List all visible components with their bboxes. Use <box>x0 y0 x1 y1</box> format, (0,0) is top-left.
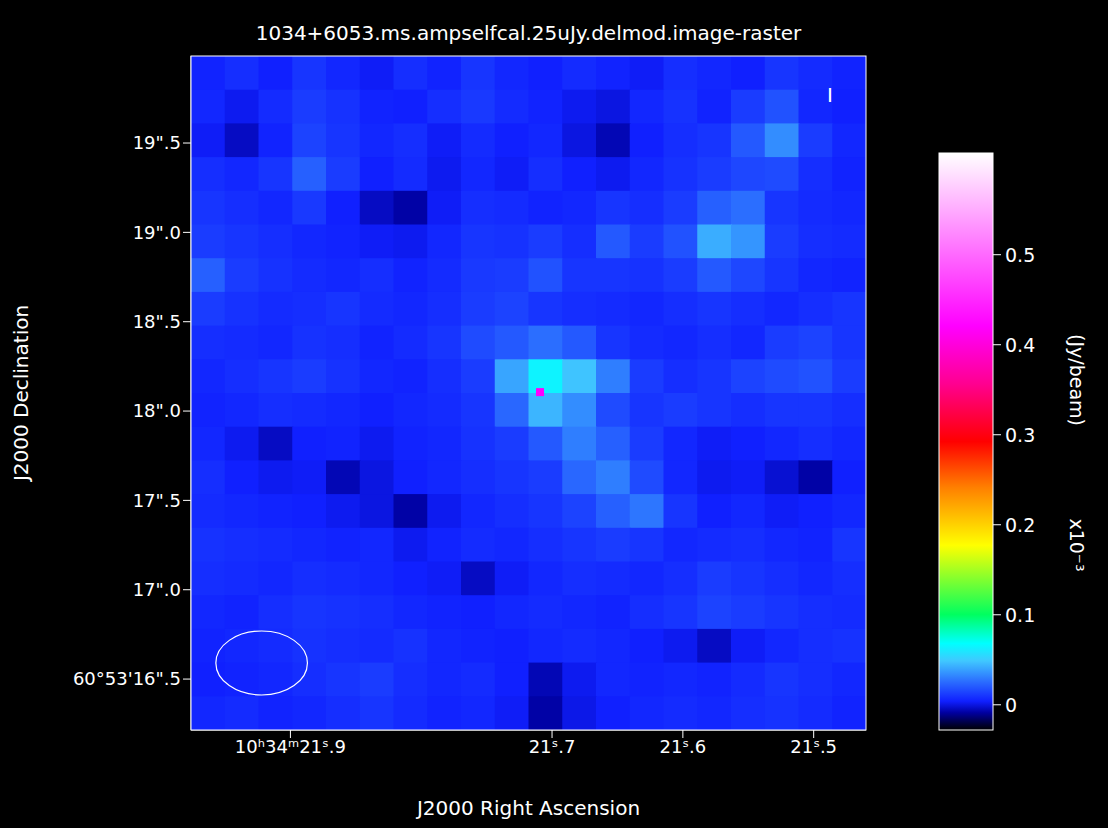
svg-text:0.4: 0.4 <box>1005 334 1035 356</box>
svg-text:(Jy/beam): (Jy/beam) <box>1066 334 1088 426</box>
svg-text:21ˢ.6: 21ˢ.6 <box>659 736 706 757</box>
svg-text:21ˢ.7: 21ˢ.7 <box>529 736 576 757</box>
svg-text:19".0: 19".0 <box>133 222 181 243</box>
svg-text:I: I <box>827 83 833 107</box>
svg-text:17".0: 17".0 <box>133 579 181 600</box>
svg-text:18".0: 18".0 <box>133 400 181 421</box>
svg-text:J2000 Right Ascension: J2000 Right Ascension <box>415 796 640 820</box>
svg-text:10ʰ34ᵐ21ˢ.9: 10ʰ34ᵐ21ˢ.9 <box>235 736 346 757</box>
svg-text:17".5: 17".5 <box>133 490 181 511</box>
svg-text:x10⁻³: x10⁻³ <box>1066 518 1088 571</box>
svg-text:1034+6053.ms.ampselfcal.25uJy.: 1034+6053.ms.ampselfcal.25uJy.delmod.ima… <box>256 21 802 45</box>
svg-text:0.1: 0.1 <box>1005 604 1035 626</box>
svg-text:0: 0 <box>1005 694 1017 716</box>
svg-text:18".5: 18".5 <box>133 311 181 332</box>
svg-text:0.3: 0.3 <box>1005 424 1035 446</box>
svg-text:60°53'16".5: 60°53'16".5 <box>73 668 181 689</box>
svg-text:0.2: 0.2 <box>1005 514 1035 536</box>
svg-text:J2000 Declination: J2000 Declination <box>9 305 33 483</box>
svg-text:19".5: 19".5 <box>133 132 181 153</box>
svg-text:0.5: 0.5 <box>1005 244 1035 266</box>
svg-text:21ˢ.5: 21ˢ.5 <box>790 736 837 757</box>
